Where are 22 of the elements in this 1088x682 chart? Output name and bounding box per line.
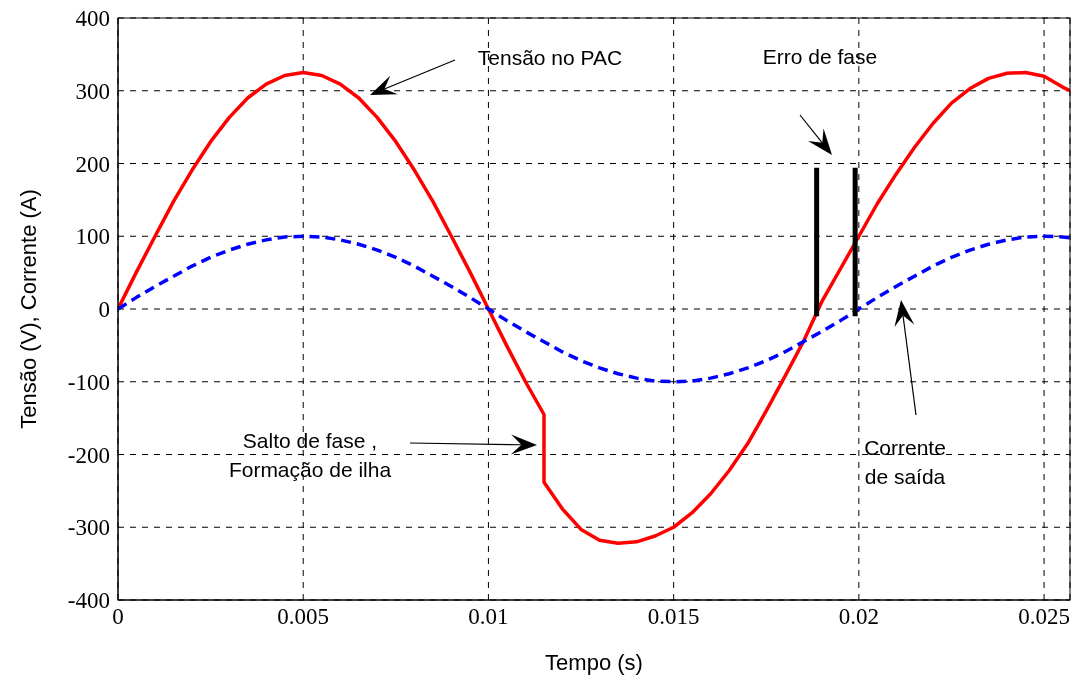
x-axis-title: Tempo (s) [545, 650, 643, 675]
y-tick-label: 0 [98, 297, 110, 323]
x-tick-label: 0.005 [277, 604, 330, 630]
x-tick-label: 0.01 [468, 604, 509, 630]
x-tick-label: 0.02 [838, 604, 879, 630]
y-tick-label: 300 [75, 78, 110, 104]
line-series [118, 234, 1070, 384]
y-tick-label: -200 [67, 442, 110, 468]
y-tick-label: -300 [67, 515, 110, 541]
y-tick-label: 200 [75, 151, 110, 177]
annotation: Tensão no PAC [477, 46, 623, 69]
annotation: Salto de fase , Formação de ilha [228, 429, 392, 481]
x-tick-label: 0.015 [647, 604, 700, 630]
y-axis-title: Tensão (V), Corrente (A) [15, 189, 41, 429]
x-tick-label: 0.025 [1018, 604, 1070, 630]
y-tick-label: -100 [67, 369, 110, 395]
y-tick-label: 100 [75, 224, 110, 250]
y-tick-label: -400 [67, 588, 110, 614]
line-series [118, 70, 1070, 546]
annotation: Erro de fase [762, 45, 878, 68]
y-tick-label: 400 [75, 6, 110, 32]
annotation: Corrente de saída [864, 436, 946, 488]
